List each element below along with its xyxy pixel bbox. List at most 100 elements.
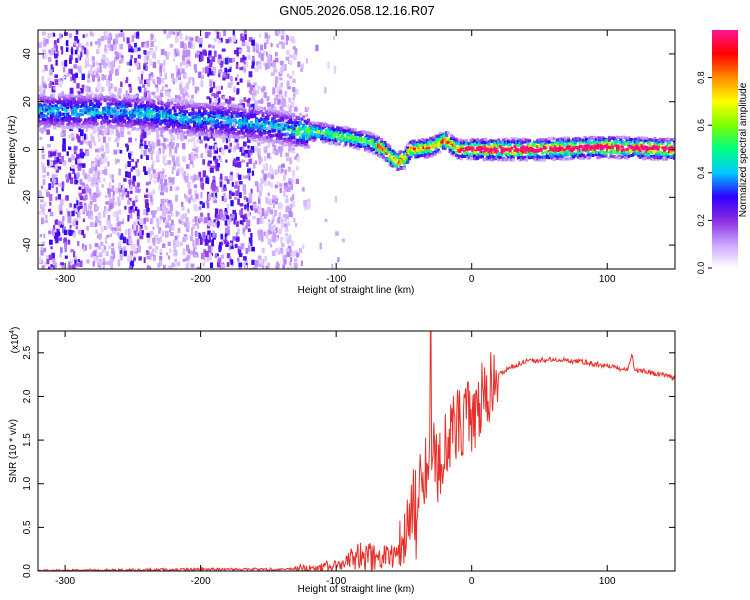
heatmap-cell	[247, 168, 251, 173]
heatmap-cell	[75, 30, 79, 35]
heatmap-cell	[58, 96, 62, 100]
heatmap-cell	[236, 50, 239, 57]
heatmap-cell	[415, 143, 419, 147]
heatmap-cell	[306, 145, 310, 149]
heatmap-cell	[46, 159, 50, 166]
heatmap-cell	[443, 144, 447, 148]
heatmap-cell	[336, 127, 340, 131]
heatmap-cell	[242, 262, 246, 267]
heatmap-cell	[388, 160, 392, 164]
heatmap-cell	[154, 124, 158, 128]
heatmap-cell	[40, 93, 44, 97]
heatmap-cell	[271, 129, 275, 133]
heatmap-cell	[219, 109, 223, 113]
heatmap-cell	[279, 118, 283, 122]
heatmap-cell	[277, 123, 281, 127]
heatmap-cell	[245, 128, 249, 132]
heatmap-cell	[248, 71, 253, 78]
heatmap-cell	[308, 131, 312, 135]
heatmap-cell	[137, 47, 141, 52]
heatmap-cell	[267, 121, 271, 125]
heatmap-cell	[313, 127, 317, 131]
heatmap-cell	[305, 121, 309, 125]
heatmap-cell	[115, 68, 119, 75]
heatmap-cell	[144, 113, 148, 117]
heatmap-cell	[234, 185, 238, 189]
heatmap-cell	[166, 127, 171, 132]
heatmap-cell	[295, 141, 299, 145]
heatmap-cell	[372, 142, 376, 146]
heatmap-cell	[146, 264, 150, 269]
heatmap-cell	[272, 235, 276, 243]
heatmap-cell	[424, 144, 428, 148]
heatmap-cell	[240, 135, 244, 139]
heatmap-cell	[206, 202, 210, 209]
heatmap-cell	[213, 200, 218, 204]
heatmap-cell	[259, 117, 263, 121]
heatmap-cell	[274, 227, 278, 234]
heatmap-cell	[435, 135, 439, 139]
heatmap-cell	[194, 155, 199, 159]
heatmap-cell	[93, 69, 97, 75]
heatmap-cell	[280, 133, 284, 137]
heatmap-cell	[79, 104, 83, 108]
heatmap-cell	[266, 130, 270, 134]
heatmap-cell	[136, 106, 140, 110]
heatmap-cell	[333, 137, 337, 141]
heatmap-cell	[246, 134, 250, 138]
heatmap-cell	[205, 147, 209, 154]
heatmap-cell	[422, 138, 426, 142]
heatmap-cell	[177, 261, 181, 267]
heatmap-cell	[244, 34, 247, 41]
heatmap-cell	[279, 128, 283, 135]
heatmap-cell	[162, 127, 166, 131]
heatmap-cell	[310, 127, 314, 131]
heatmap-cell	[174, 258, 178, 263]
heatmap-cell	[396, 167, 400, 171]
heatmap-cell	[104, 44, 107, 52]
heatmap-cell	[76, 103, 80, 107]
heatmap-cell	[300, 260, 303, 267]
heatmap-cell	[197, 37, 202, 43]
heatmap-cell	[302, 135, 306, 139]
heatmap-cell	[74, 103, 78, 107]
heatmap-cell	[285, 50, 290, 55]
heatmap-cell	[162, 111, 166, 115]
heatmap-cell	[129, 94, 133, 98]
heatmap-cell	[261, 111, 265, 115]
heatmap-cell	[131, 113, 135, 117]
heatmap-cell	[159, 177, 164, 185]
heatmap-cell	[43, 247, 47, 252]
heatmap-cell	[115, 115, 119, 119]
heatmap-cell	[155, 127, 160, 132]
heatmap-cell	[71, 106, 75, 110]
heatmap-cell	[283, 190, 286, 198]
heatmap-cell	[335, 231, 339, 236]
heatmap-cell	[40, 91, 45, 95]
heatmap-cell	[142, 114, 146, 118]
heatmap-cell	[200, 212, 204, 217]
heatmap-cell	[111, 247, 115, 255]
heatmap-cell	[60, 199, 64, 206]
heatmap-cell	[228, 216, 232, 223]
heatmap-cell	[199, 139, 203, 144]
heatmap-cell	[171, 128, 175, 132]
heatmap-cell	[95, 114, 99, 118]
heatmap-cell	[106, 102, 110, 106]
heatmap-cell	[139, 223, 143, 230]
heatmap-cell	[44, 38, 49, 45]
heatmap-cell	[161, 135, 165, 139]
heatmap-cell	[40, 246, 43, 252]
heatmap-cell	[420, 142, 424, 146]
heatmap-cell	[221, 48, 226, 52]
heatmap-cell	[383, 146, 387, 150]
heatmap-cell	[175, 159, 179, 167]
heatmap-cell	[39, 199, 44, 203]
heatmap-cell	[90, 177, 94, 183]
heatmap-cell	[438, 136, 442, 140]
heatmap-cell	[217, 123, 221, 127]
heatmap-cell	[209, 61, 213, 68]
heatmap-cell	[76, 105, 80, 109]
heatmap-cell	[55, 59, 58, 66]
heatmap-cell	[282, 127, 286, 131]
